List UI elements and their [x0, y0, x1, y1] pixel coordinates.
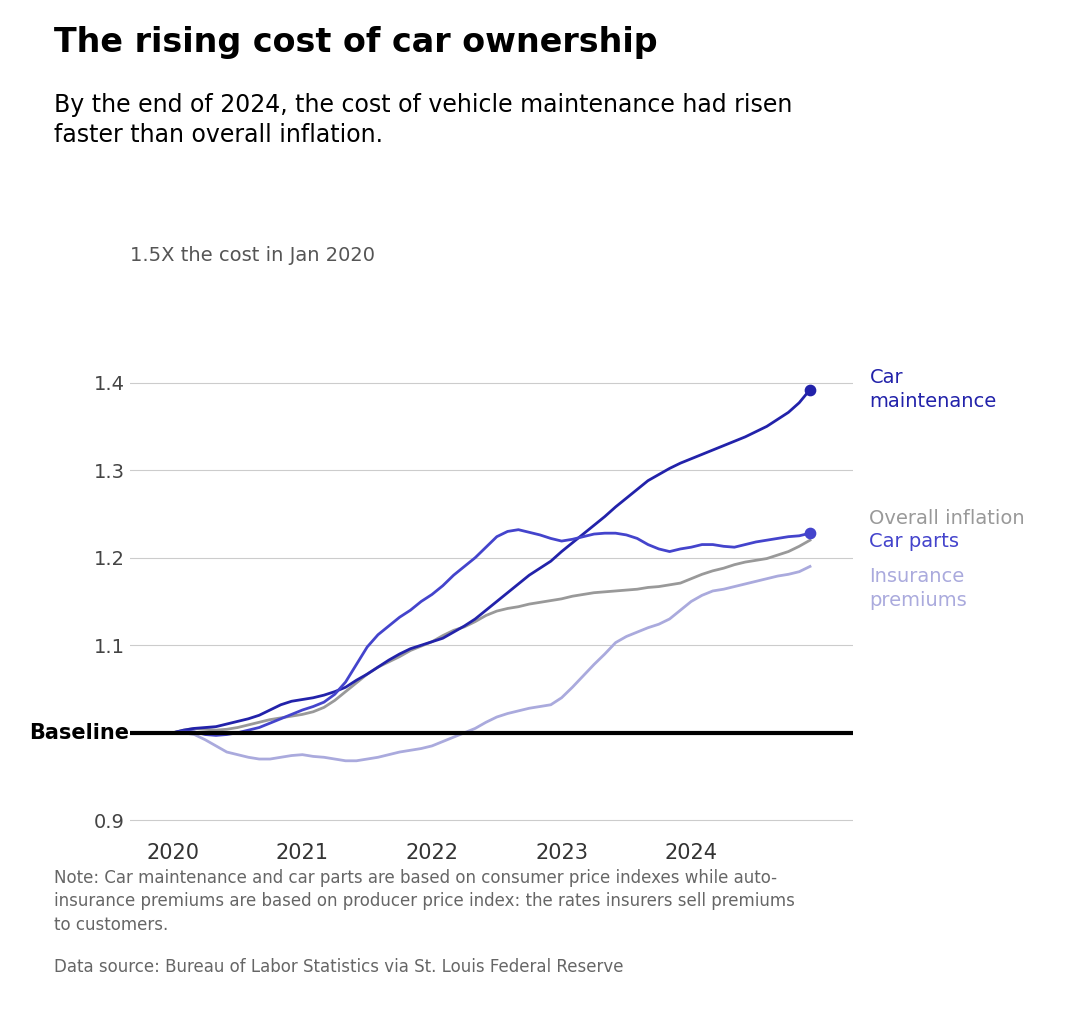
Text: Car
maintenance: Car maintenance: [869, 368, 997, 411]
Text: 1.5X the cost in Jan 2020: 1.5X the cost in Jan 2020: [130, 247, 375, 265]
Text: Car parts: Car parts: [869, 533, 959, 551]
Text: Note: Car maintenance and car parts are based on consumer price indexes while au: Note: Car maintenance and car parts are …: [54, 869, 795, 933]
Text: The rising cost of car ownership: The rising cost of car ownership: [54, 26, 658, 59]
Text: Data source: Bureau of Labor Statistics via St. Louis Federal Reserve: Data source: Bureau of Labor Statistics …: [54, 958, 623, 977]
Text: Overall inflation: Overall inflation: [869, 509, 1025, 527]
Text: By the end of 2024, the cost of vehicle maintenance had risen
faster than overal: By the end of 2024, the cost of vehicle …: [54, 93, 793, 147]
Text: Baseline: Baseline: [29, 723, 130, 743]
Point: [801, 525, 819, 542]
Text: Insurance
premiums: Insurance premiums: [869, 567, 968, 610]
Point: [801, 381, 819, 398]
